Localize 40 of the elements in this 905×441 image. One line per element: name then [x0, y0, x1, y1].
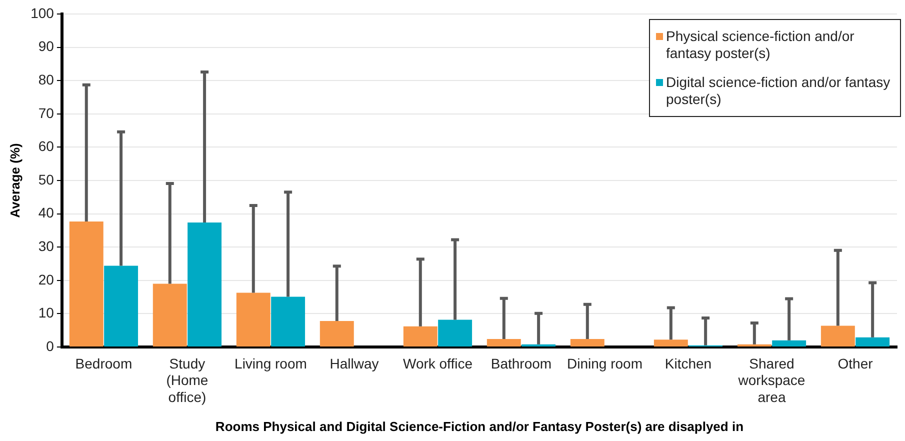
bar	[188, 222, 222, 346]
x-tick-label: Work office	[402, 355, 473, 372]
y-tick-label: 30	[38, 238, 54, 254]
bar	[69, 221, 104, 346]
y-tick-label: 0	[46, 338, 54, 354]
x-tick-label: Study (Home office)	[166, 355, 208, 405]
bar	[236, 292, 270, 346]
y-tick-label: 70	[38, 104, 54, 121]
x-tick-label: Hallway	[330, 355, 379, 372]
x-tick-label: Other	[838, 355, 874, 372]
bar	[152, 284, 187, 346]
bar	[104, 266, 138, 346]
y-tick-label: 90	[38, 38, 54, 54]
legend-label: Digital science-fiction and/or fantasy poster(s)	[666, 74, 892, 108]
x-tick-label: Dining room	[566, 355, 642, 372]
x-tick-label: Bedroom	[75, 355, 132, 372]
bar	[403, 326, 438, 346]
y-tick-label: 60	[38, 138, 54, 154]
x-tick-label: Kitchen	[664, 355, 712, 372]
y-tick-label: 50	[38, 171, 54, 188]
bar	[654, 340, 688, 346]
y-tick-label: 100	[30, 4, 54, 21]
bar	[438, 320, 472, 346]
y-axis-title: Average (%)	[7, 143, 22, 218]
bar	[486, 339, 521, 346]
y-tick-label: 80	[38, 71, 54, 88]
bar	[570, 339, 604, 346]
x-tick-label: Living room	[234, 355, 307, 372]
x-tick-label: Shared workspace area	[737, 355, 806, 405]
bar	[271, 296, 306, 346]
bar	[772, 340, 806, 346]
bar	[820, 326, 855, 346]
y-tick-label: 10	[38, 304, 54, 321]
bar	[856, 337, 890, 346]
legend-label: Physical science-fiction and/or fantasy poster(s)	[666, 28, 856, 62]
y-tick-label: 40	[38, 204, 54, 221]
bar	[320, 321, 354, 346]
y-tick-label: 20	[38, 271, 54, 288]
x-axis-title: Rooms Physical and Digital Science-Fiction and/or Fantasy Poster(s) are disaplyed in	[215, 418, 744, 434]
x-tick-label: Bathroom	[490, 355, 552, 372]
